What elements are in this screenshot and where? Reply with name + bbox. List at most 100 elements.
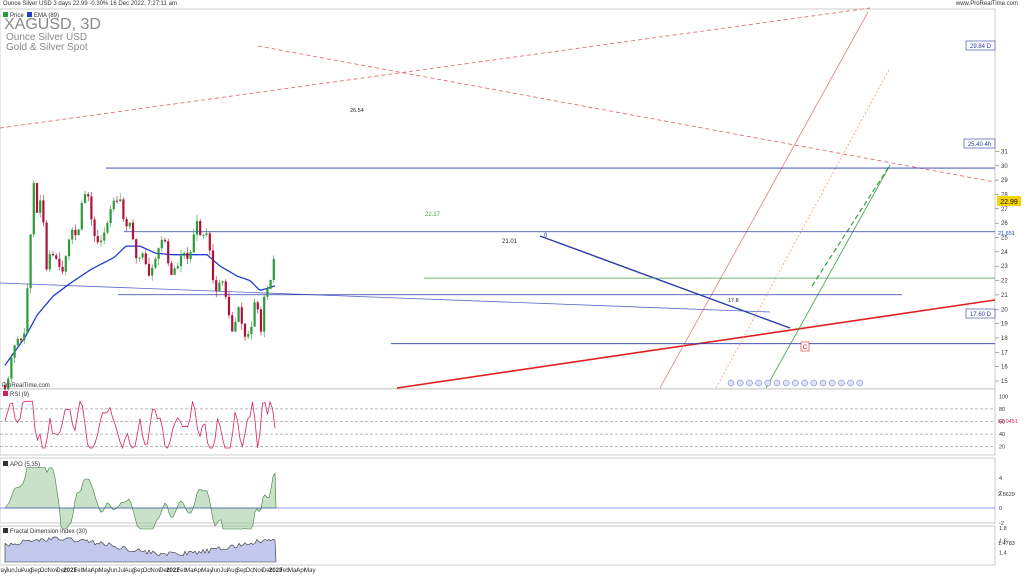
event-marker-icon[interactable]	[755, 379, 762, 387]
apo-swatch	[3, 461, 8, 466]
x-tick-label: Apr	[194, 568, 203, 574]
x-tick-label: Jun	[5, 568, 15, 574]
y-tick-label: 18	[1001, 336, 1008, 342]
y-tick-label: 23	[1001, 264, 1008, 270]
fdi-area	[4, 536, 277, 563]
candle-body	[90, 196, 93, 220]
fdi-tick-label: 1.6	[999, 538, 1007, 544]
legend-ema: EMA (89)	[34, 13, 59, 19]
candle-body	[32, 183, 35, 235]
ema-89-line	[4, 245, 276, 366]
candle-body	[224, 281, 227, 297]
candle-body	[115, 200, 119, 202]
event-marker-icon[interactable]	[792, 379, 799, 387]
fdi-tick-label: 1.8	[999, 526, 1007, 532]
channel-outer-right[interactable]	[715, 67, 891, 389]
candle-body	[99, 240, 103, 243]
site-url[interactable]: www.ProRealTime.com	[955, 1, 1018, 7]
rsi-swatch	[3, 391, 8, 396]
ema-last-label: 21.651	[998, 231, 1015, 237]
fdi-axis: 1.8 1.6 1.4	[999, 526, 1007, 557]
trendline-upper-dashed[interactable]	[0, 7, 871, 129]
event-marker-icon[interactable]	[828, 379, 836, 387]
price-panel	[0, 8, 996, 390]
candle-body	[64, 256, 67, 272]
candle-body	[208, 233, 211, 251]
apo-axis: 4 2 0 -2	[0, 476, 1004, 527]
x-tick-label: May	[98, 568, 109, 574]
candle-body	[103, 232, 106, 241]
x-tick-label: Dec	[56, 568, 67, 574]
horizontal-levels	[106, 167, 995, 345]
y-tick-label: 31	[1001, 149, 1008, 155]
event-marker-icon[interactable]	[819, 379, 827, 387]
x-tick-label: Aug	[22, 568, 33, 574]
x-tick-label: Nov	[48, 568, 59, 574]
candle-body	[141, 253, 144, 258]
x-tick-label: Nov	[253, 568, 264, 574]
candle-body	[147, 264, 151, 276]
channel-green[interactable]	[765, 164, 891, 389]
y-tick-label: 22	[1001, 279, 1008, 285]
event-marker-icon[interactable]	[810, 379, 818, 387]
resistance-2-label: 25.40 4h	[968, 142, 991, 148]
y-tick-label: 24	[1001, 250, 1008, 256]
candle-body	[247, 334, 250, 337]
candle-body	[128, 222, 131, 227]
rsi-path[interactable]	[4, 400, 276, 450]
candle-body	[58, 258, 61, 267]
candle-body	[35, 183, 39, 213]
fdi-path[interactable]	[4, 536, 277, 563]
event-marker-icon[interactable]	[764, 379, 772, 387]
candle-body	[13, 345, 16, 358]
candles	[3, 179, 275, 394]
candle-body	[170, 263, 173, 275]
x-tick-label: Apr	[91, 568, 100, 574]
x-tick-label: Mar	[82, 568, 92, 574]
candle-body	[3, 385, 7, 390]
y-tick-label: 29	[1001, 178, 1008, 184]
candle-body	[7, 378, 10, 390]
price-axis[interactable]: 31 30 29 28 27 26 25 24 23 22 21 20 19 18 17 16 15	[995, 149, 1008, 385]
ema-89-path[interactable]	[4, 245, 276, 366]
legend-ema-swatch	[27, 12, 32, 17]
x-tick-label: Sep	[30, 568, 41, 574]
event-markers[interactable]	[727, 379, 864, 387]
event-marker-icon[interactable]	[773, 379, 781, 387]
candle-body	[119, 199, 122, 202]
time-axis[interactable]: MayJunJulAugSepOctNovDec2021FebMarAprMay…	[0, 568, 315, 574]
x-tick-label: Sep	[133, 568, 144, 574]
event-marker-icon[interactable]	[736, 379, 744, 387]
event-marker-icon[interactable]	[801, 379, 808, 387]
long-blue-trendline[interactable]	[0, 282, 771, 313]
event-marker-icon[interactable]	[838, 379, 845, 387]
last-price-label: 22.99	[1000, 199, 1018, 206]
candle-body	[80, 202, 83, 230]
trendline-falling-dashed[interactable]	[257, 45, 996, 183]
rsi-line	[4, 400, 276, 450]
candle-body	[112, 200, 115, 210]
apo-tick-label: 2	[999, 491, 1002, 497]
channel-outer-left[interactable]	[659, 11, 869, 389]
event-marker-icon[interactable]	[856, 379, 864, 387]
event-marker-icon[interactable]	[746, 379, 753, 387]
candle-body	[87, 194, 90, 197]
rsi-axis: 100 80 60 40 20	[0, 394, 1008, 451]
point-marker: 0	[544, 233, 548, 239]
event-marker-icon[interactable]	[782, 379, 790, 387]
y-tick-label: 30	[1001, 164, 1008, 170]
event-marker-icon[interactable]	[727, 379, 735, 387]
candle-body	[16, 338, 19, 346]
apo-value: 2.8629	[998, 492, 1015, 498]
x-tick-label: Dec	[262, 568, 273, 574]
y-tick-label: 27	[1001, 207, 1008, 213]
rsi-tick-label: 60	[999, 420, 1005, 426]
candle-body	[71, 229, 74, 240]
x-tick-label: Jul	[220, 568, 228, 574]
apo-path[interactable]	[4, 467, 277, 530]
candle-body	[144, 253, 147, 265]
falling-blue-trendline[interactable]	[539, 235, 791, 329]
candle-body	[266, 288, 269, 297]
event-marker-icon[interactable]	[847, 379, 854, 387]
